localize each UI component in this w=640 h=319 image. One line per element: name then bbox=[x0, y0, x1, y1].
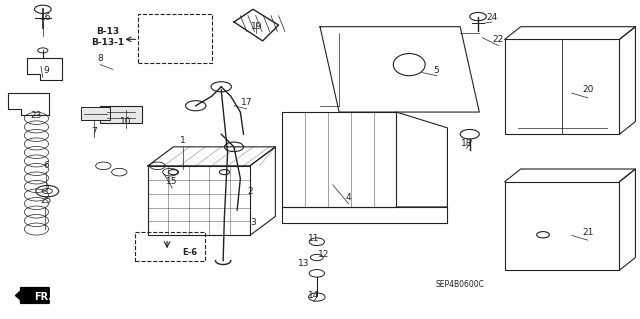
Text: 3: 3 bbox=[250, 218, 256, 227]
Text: 19: 19 bbox=[250, 22, 262, 31]
Bar bbox=[100, 106, 141, 123]
Text: 11: 11 bbox=[308, 234, 319, 243]
Text: E-6: E-6 bbox=[182, 248, 197, 257]
Text: 25: 25 bbox=[40, 196, 52, 205]
Text: SEP4B0600C: SEP4B0600C bbox=[436, 280, 484, 289]
Bar bbox=[138, 14, 212, 63]
Text: FR.: FR. bbox=[34, 292, 52, 302]
Text: 12: 12 bbox=[317, 250, 329, 259]
Text: 16: 16 bbox=[40, 13, 52, 22]
Text: 6: 6 bbox=[43, 161, 49, 170]
Text: 22: 22 bbox=[493, 35, 504, 44]
Text: 8: 8 bbox=[97, 54, 103, 63]
Text: 7: 7 bbox=[91, 127, 97, 136]
Text: 5: 5 bbox=[434, 66, 440, 76]
Text: 2: 2 bbox=[247, 187, 253, 196]
Text: 21: 21 bbox=[582, 228, 593, 237]
Text: 24: 24 bbox=[486, 13, 498, 22]
Polygon shape bbox=[15, 287, 49, 303]
Bar bbox=[135, 232, 205, 261]
Text: 1: 1 bbox=[180, 136, 186, 145]
Text: 17: 17 bbox=[241, 98, 252, 107]
Bar bbox=[81, 107, 109, 120]
Text: B-13-1: B-13-1 bbox=[92, 38, 124, 47]
Text: 23: 23 bbox=[31, 111, 42, 120]
Text: 13: 13 bbox=[298, 259, 310, 268]
Text: 9: 9 bbox=[43, 66, 49, 76]
Text: 15: 15 bbox=[166, 177, 178, 186]
Text: B-13: B-13 bbox=[96, 27, 120, 36]
Text: 18: 18 bbox=[461, 139, 472, 148]
Text: 20: 20 bbox=[582, 85, 593, 94]
Text: 14: 14 bbox=[308, 291, 319, 300]
Text: 4: 4 bbox=[346, 193, 351, 202]
Text: 10: 10 bbox=[120, 117, 131, 126]
